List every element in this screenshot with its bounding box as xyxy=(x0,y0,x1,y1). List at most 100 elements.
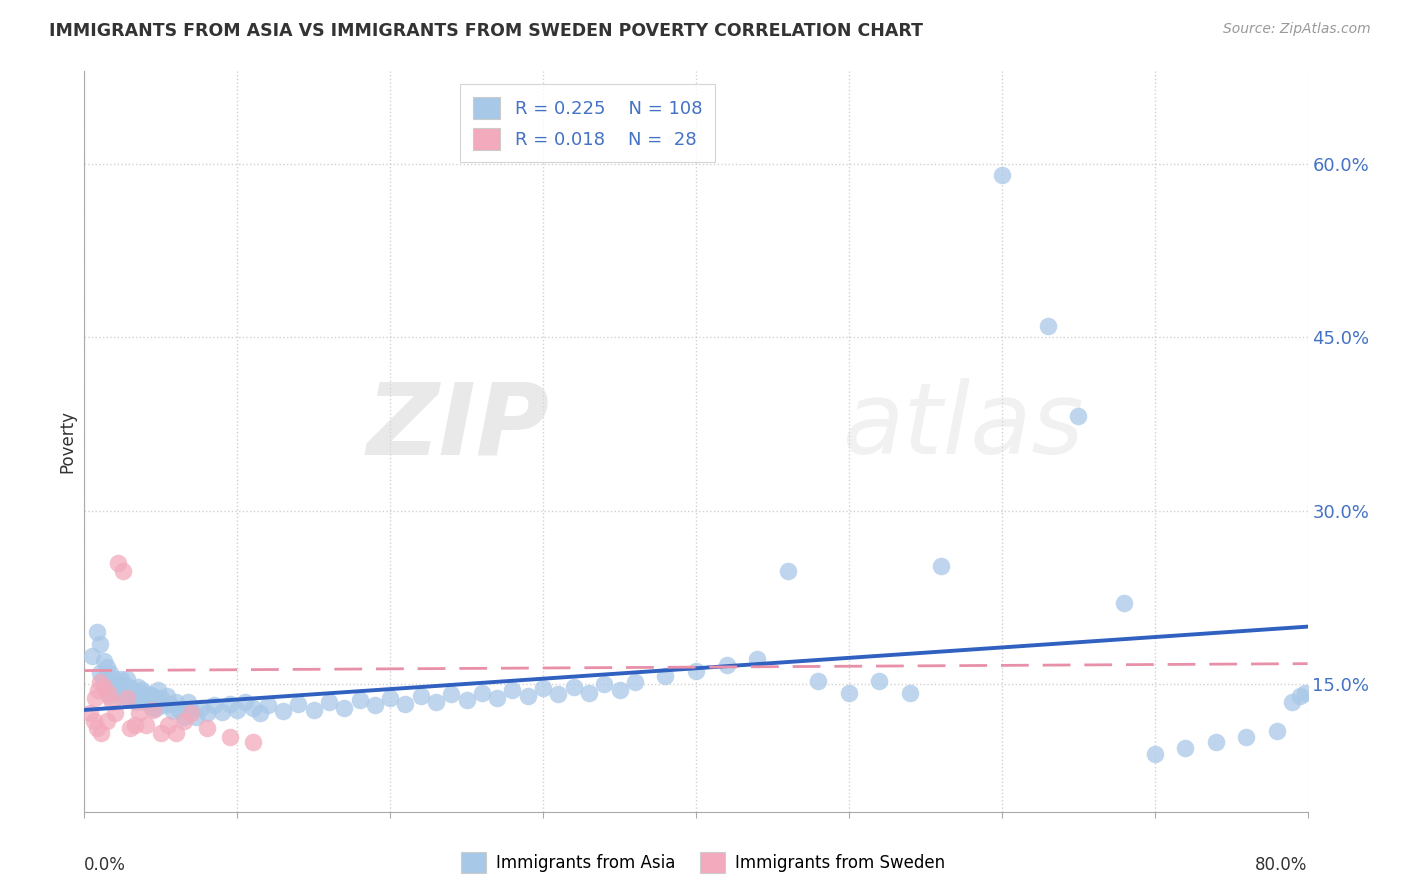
Point xyxy=(141,700,163,714)
Point xyxy=(159,697,181,711)
Legend: R = 0.225    N = 108, R = 0.018    N =  28: R = 0.225 N = 108, R = 0.018 N = 28 xyxy=(460,84,714,162)
Point xyxy=(142,703,165,717)
Point xyxy=(869,673,891,688)
Point xyxy=(145,700,167,714)
Point xyxy=(93,680,115,694)
Point xyxy=(195,722,218,736)
Point xyxy=(101,695,124,709)
Point xyxy=(287,697,309,711)
Point xyxy=(807,673,830,688)
Point xyxy=(1114,597,1136,611)
Y-axis label: Poverty: Poverty xyxy=(58,410,76,473)
Point xyxy=(394,697,416,711)
Point xyxy=(195,706,218,721)
Point xyxy=(211,705,233,719)
Point xyxy=(1294,685,1316,699)
Point xyxy=(86,722,108,736)
Point xyxy=(89,637,111,651)
Point xyxy=(108,689,131,703)
Point xyxy=(124,718,146,732)
Point xyxy=(747,652,769,666)
Point xyxy=(531,681,554,695)
Point xyxy=(162,704,184,718)
Point xyxy=(138,687,160,701)
Point xyxy=(929,559,952,574)
Point xyxy=(1036,318,1059,333)
Point xyxy=(184,710,207,724)
Point xyxy=(101,677,124,691)
Point xyxy=(132,695,155,709)
Point xyxy=(654,669,676,683)
Point xyxy=(143,695,166,709)
Point xyxy=(146,683,169,698)
Point xyxy=(80,648,103,663)
Point xyxy=(114,689,136,703)
Point xyxy=(202,698,225,713)
Point xyxy=(107,683,129,698)
Point xyxy=(609,683,631,698)
Point xyxy=(136,691,159,706)
Point xyxy=(1143,747,1166,761)
Point xyxy=(149,691,172,706)
Point xyxy=(562,680,585,694)
Point xyxy=(1174,741,1197,756)
Point xyxy=(129,691,152,706)
Point xyxy=(84,691,107,706)
Point xyxy=(165,726,187,740)
Point xyxy=(1265,723,1288,738)
Point xyxy=(96,660,118,674)
Text: ZIP: ZIP xyxy=(366,378,550,475)
Point xyxy=(226,703,249,717)
Point xyxy=(135,689,157,703)
Point xyxy=(98,665,121,680)
Point xyxy=(111,677,134,691)
Point xyxy=(838,685,860,699)
Point xyxy=(89,665,111,680)
Point xyxy=(165,695,187,709)
Point xyxy=(177,695,200,709)
Point xyxy=(440,687,463,701)
Point xyxy=(79,706,101,721)
Point xyxy=(115,691,138,706)
Point xyxy=(333,700,356,714)
Point xyxy=(128,687,150,701)
Point xyxy=(218,730,240,744)
Point xyxy=(486,691,509,706)
Point xyxy=(90,726,112,740)
Point xyxy=(776,564,799,578)
Point xyxy=(425,695,447,709)
Point xyxy=(104,672,127,686)
Point xyxy=(142,689,165,703)
Point xyxy=(180,706,202,721)
Point xyxy=(127,680,149,694)
Point xyxy=(471,685,494,699)
Point xyxy=(128,706,150,721)
Point xyxy=(111,564,134,578)
Point xyxy=(1067,409,1090,423)
Point xyxy=(87,683,110,698)
Point xyxy=(218,697,240,711)
Point xyxy=(349,692,371,706)
Point xyxy=(242,735,264,749)
Point xyxy=(716,657,738,672)
Point xyxy=(991,169,1014,183)
Point xyxy=(93,654,115,668)
Point xyxy=(190,700,212,714)
Point xyxy=(318,695,340,709)
Text: 80.0%: 80.0% xyxy=(1256,856,1308,874)
Point xyxy=(380,691,402,706)
Point xyxy=(578,685,600,699)
Point xyxy=(124,689,146,703)
Point xyxy=(409,689,432,703)
Point xyxy=(242,700,264,714)
Point xyxy=(233,695,256,709)
Point xyxy=(156,689,179,703)
Point xyxy=(131,683,153,698)
Point xyxy=(1289,689,1312,703)
Point xyxy=(104,706,127,721)
Text: Source: ZipAtlas.com: Source: ZipAtlas.com xyxy=(1223,22,1371,37)
Point xyxy=(96,683,118,698)
Point xyxy=(173,714,195,729)
Point xyxy=(547,687,569,701)
Point xyxy=(120,687,142,701)
